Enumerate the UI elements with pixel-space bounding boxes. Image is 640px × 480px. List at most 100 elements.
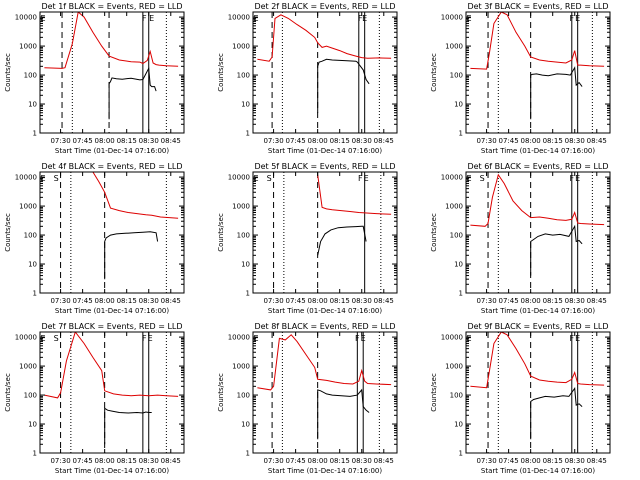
x-tick-label: 08:15: [330, 457, 350, 465]
event-marker-label: E: [40, 14, 45, 23]
event-marker-label: E: [149, 14, 154, 23]
event-marker-label: F: [569, 14, 574, 23]
y-tick-label: 1: [33, 130, 37, 138]
vertical-markers: [61, 12, 167, 133]
y-tick-label: 100: [237, 72, 250, 80]
y-tick-label: 1: [246, 130, 250, 138]
event-marker-label: F: [569, 334, 574, 343]
x-tick-label: 07:30: [263, 297, 283, 305]
event-marker-label: E: [575, 174, 580, 183]
y-tick-label: 1000: [445, 43, 463, 51]
y-tick-label: 10: [454, 261, 463, 269]
series-line-events: [317, 58, 370, 113]
panel-title: Det 5f BLACK = Events, RED = LLD: [254, 162, 395, 171]
series-line-lld: [92, 172, 179, 219]
series-line-events: [530, 387, 583, 440]
series-line-lld: [317, 174, 392, 215]
plot-frame: [39, 331, 185, 454]
y-tick-label: 1: [33, 290, 37, 298]
y-tick-label: 10: [241, 421, 250, 429]
event-marker-label: E: [40, 334, 45, 343]
x-tick-label: 07:30: [476, 137, 496, 145]
x-tick-label: 08:30: [352, 297, 372, 305]
event-marker-label: S: [267, 174, 272, 183]
series-line-events: [104, 407, 152, 445]
x-tick-label: 08:00: [95, 457, 115, 465]
panel-title: Det 2f BLACK = Events, RED = LLD: [254, 2, 395, 11]
plot-frame: [465, 331, 611, 454]
y-tick-label: 100: [450, 232, 463, 240]
plot-frame: [39, 171, 185, 294]
x-tick-label: 08:00: [521, 297, 541, 305]
x-tick-label: 08:30: [565, 297, 585, 305]
y-tick-label: 10: [454, 421, 463, 429]
x-tick-label: 07:45: [499, 297, 519, 305]
event-marker-label: S: [480, 174, 485, 183]
panel-title: Det 1f BLACK = Events, RED = LLD: [41, 2, 182, 11]
y-axis-label: Counts/sec: [4, 53, 12, 92]
event-marker-label: E: [466, 334, 471, 343]
y-axis-label: Counts/sec: [4, 373, 12, 412]
event-marker-label: E: [466, 14, 471, 23]
event-marker-label: E: [466, 174, 471, 183]
x-axis-label: Start Time (01-Dec-14 07:16:00): [268, 147, 382, 155]
event-marker-label: E: [253, 14, 258, 23]
x-tick-label: 08:00: [308, 137, 328, 145]
y-tick-label: 10: [454, 101, 463, 109]
panel: Det 9f BLACK = Events, RED = LLD Counts/s…: [430, 322, 611, 475]
series-line-lld: [257, 14, 392, 62]
y-tick-label: 100: [24, 392, 37, 400]
x-tick-label: 08:30: [139, 137, 159, 145]
x-tick-label: 08:15: [117, 457, 137, 465]
y-tick-label: 10000: [441, 334, 463, 342]
y-tick-label: 1: [33, 450, 37, 458]
x-tick-label: 08:00: [521, 137, 541, 145]
x-tick-label: 08:45: [374, 297, 394, 305]
series-line-events: [104, 231, 159, 280]
series-line-lld: [257, 334, 392, 391]
x-tick-label: 08:30: [139, 457, 159, 465]
panel-title: Det 4f BLACK = Events, RED = LLD: [41, 162, 182, 171]
y-tick-label: 1000: [445, 363, 463, 371]
vertical-markers: [487, 12, 593, 133]
x-tick-label: 08:15: [117, 137, 137, 145]
y-tick-label: 10: [241, 101, 250, 109]
y-axis-label: Counts/sec: [430, 373, 438, 412]
x-axis-label: Start Time (01-Dec-14 07:16:00): [55, 467, 169, 475]
x-axis-label: Start Time (01-Dec-14 07:16:00): [481, 147, 595, 155]
x-tick-label: 08:45: [161, 297, 181, 305]
event-marker-label: S: [54, 174, 59, 183]
y-tick-label: 100: [237, 392, 250, 400]
x-tick-label: 07:45: [499, 137, 519, 145]
panel: Det 5f BLACK = Events, RED = LLD Counts/s…: [217, 162, 398, 315]
y-tick-label: 100: [24, 72, 37, 80]
y-tick-label: 1000: [232, 203, 250, 211]
x-tick-label: 08:15: [543, 137, 563, 145]
plot-frame: [252, 331, 398, 454]
event-marker-label: E: [40, 174, 45, 183]
series-line-lld: [470, 12, 605, 70]
y-axis-label: Counts/sec: [430, 53, 438, 92]
y-axis-label: Counts/sec: [217, 373, 225, 412]
event-marker-label: E: [253, 334, 258, 343]
x-tick-label: 08:45: [587, 457, 607, 465]
y-axis-label: Counts/sec: [217, 213, 225, 252]
series-line-events: [317, 225, 367, 256]
y-tick-label: 1: [246, 450, 250, 458]
series-line-events: [108, 66, 157, 120]
panel-title: Det 8f BLACK = Events, RED = LLD: [254, 322, 395, 331]
x-axis-label: Start Time (01-Dec-14 07:16:00): [481, 467, 595, 475]
vertical-markers: [60, 332, 167, 453]
y-tick-label: 10000: [228, 174, 250, 182]
y-tick-label: 100: [450, 72, 463, 80]
y-tick-label: 1: [459, 450, 463, 458]
y-axis-label: Counts/sec: [4, 213, 12, 252]
x-tick-label: 07:45: [286, 137, 306, 145]
x-tick-label: 07:30: [476, 297, 496, 305]
x-tick-label: 08:00: [95, 297, 115, 305]
y-tick-label: 1000: [445, 203, 463, 211]
event-marker-label: F: [358, 14, 363, 23]
x-tick-label: 07:45: [73, 137, 93, 145]
y-tick-label: 1: [459, 130, 463, 138]
x-axis-label: Start Time (01-Dec-14 07:16:00): [268, 467, 382, 475]
